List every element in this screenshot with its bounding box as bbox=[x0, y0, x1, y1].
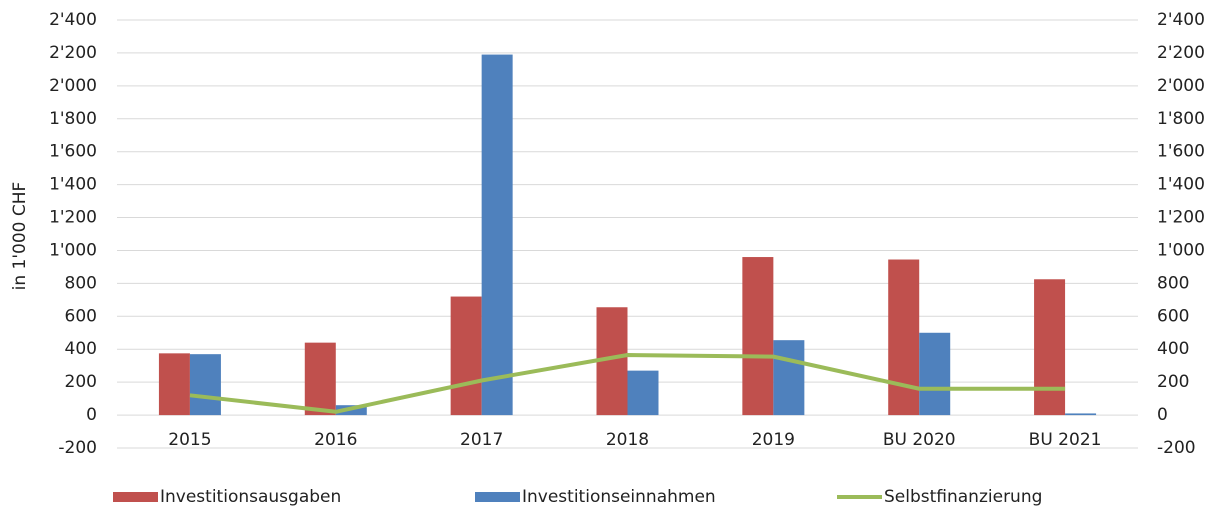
bar bbox=[742, 257, 774, 416]
y2-tick-label: 1'400 bbox=[1157, 175, 1205, 195]
y-tick-label: 1'200 bbox=[49, 208, 97, 228]
y2-tick-label: 600 bbox=[1157, 306, 1189, 326]
x-tick-label: 2017 bbox=[460, 430, 503, 450]
y-tick-label: 1'800 bbox=[49, 109, 97, 129]
y2-tick-label: 1'000 bbox=[1157, 240, 1205, 260]
y2-tick-label: -200 bbox=[1157, 438, 1196, 458]
x-tick-label: BU 2021 bbox=[1029, 430, 1102, 450]
x-tick-label: 2015 bbox=[168, 430, 211, 450]
legend-swatch bbox=[113, 492, 158, 502]
bar bbox=[1034, 279, 1066, 416]
y-tick-label: 1'600 bbox=[49, 142, 97, 162]
bar bbox=[888, 259, 920, 416]
y-tick-label: 0 bbox=[86, 405, 97, 425]
bar bbox=[1065, 413, 1097, 416]
x-tick-label: 2016 bbox=[314, 430, 357, 450]
bar bbox=[158, 353, 190, 416]
y2-tick-label: 0 bbox=[1157, 405, 1168, 425]
y2-tick-label: 1'800 bbox=[1157, 109, 1205, 129]
y-tick-label: -200 bbox=[58, 438, 97, 458]
bar bbox=[450, 296, 482, 416]
bar bbox=[919, 332, 951, 416]
legend-label: Selbstfinanzierung bbox=[884, 487, 1042, 507]
x-tick-label: 2018 bbox=[606, 430, 649, 450]
y2-tick-label: 1'600 bbox=[1157, 142, 1205, 162]
y2-tick-label: 400 bbox=[1157, 339, 1189, 359]
y2-tick-label: 800 bbox=[1157, 273, 1189, 293]
x-tick-label: 2019 bbox=[752, 430, 795, 450]
legend-swatch bbox=[475, 492, 520, 502]
legend-label: Investitionsausgaben bbox=[160, 487, 341, 507]
legend-label: Investitionseinnahmen bbox=[522, 487, 716, 507]
y-axis-label: in 1'000 CHF bbox=[10, 182, 30, 291]
y-tick-label: 2'400 bbox=[49, 10, 97, 30]
y-tick-label: 2'000 bbox=[49, 76, 97, 96]
x-tick-label: BU 2020 bbox=[883, 430, 956, 450]
y-tick-label: 400 bbox=[65, 339, 97, 359]
y-tick-label: 1'400 bbox=[49, 175, 97, 195]
bar bbox=[627, 370, 659, 416]
line bbox=[189, 352, 1066, 414]
y2-tick-label: 200 bbox=[1157, 372, 1189, 392]
y-tick-label: 800 bbox=[65, 273, 97, 293]
y2-tick-label: 2'200 bbox=[1157, 43, 1205, 63]
y-tick-label: 200 bbox=[65, 372, 97, 392]
bar bbox=[304, 342, 336, 416]
y-tick-label: 2'200 bbox=[49, 43, 97, 63]
y-tick-label: 600 bbox=[65, 306, 97, 326]
y2-tick-label: 2'000 bbox=[1157, 76, 1205, 96]
y2-tick-label: 2'400 bbox=[1157, 10, 1205, 30]
bar bbox=[481, 54, 513, 416]
y2-tick-label: 1'200 bbox=[1157, 208, 1205, 228]
y-tick-label: 1'000 bbox=[49, 240, 97, 260]
bar bbox=[773, 340, 805, 416]
bar bbox=[189, 354, 221, 416]
